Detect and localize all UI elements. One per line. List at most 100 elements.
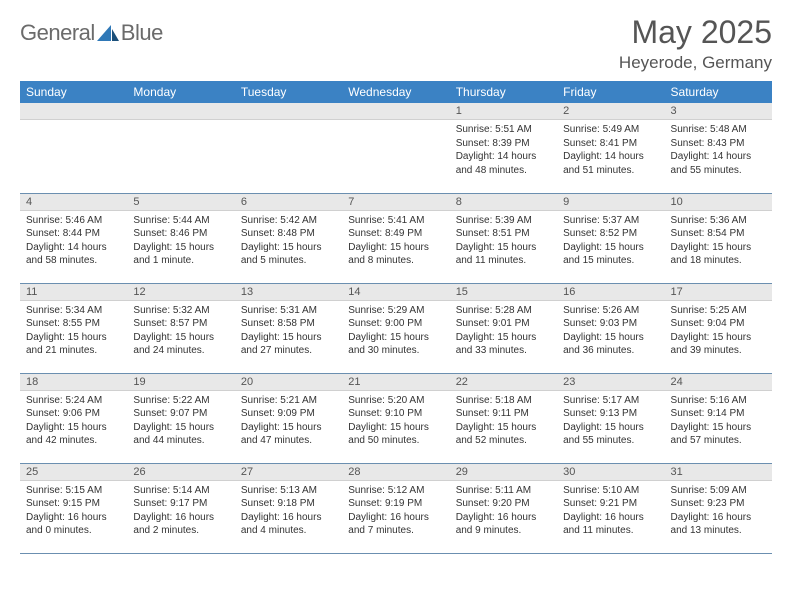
calendar-cell: 4Sunrise: 5:46 AMSunset: 8:44 PMDaylight… (20, 193, 127, 283)
day-number (127, 103, 234, 120)
calendar-cell: 28Sunrise: 5:12 AMSunset: 9:19 PMDayligh… (342, 463, 449, 553)
day-number (20, 103, 127, 120)
sunset-text: Sunset: 8:48 PM (241, 227, 336, 241)
daylight-text: Daylight: 16 hours and 0 minutes. (26, 511, 121, 538)
calendar-cell: 9Sunrise: 5:37 AMSunset: 8:52 PMDaylight… (557, 193, 664, 283)
day-number: 4 (20, 194, 127, 211)
sunrise-text: Sunrise: 5:16 AM (671, 394, 766, 408)
daylight-text: Daylight: 15 hours and 11 minutes. (456, 241, 551, 268)
calendar-cell: 20Sunrise: 5:21 AMSunset: 9:09 PMDayligh… (235, 373, 342, 463)
day-details: Sunrise: 5:17 AMSunset: 9:13 PMDaylight:… (557, 391, 664, 452)
day-details: Sunrise: 5:44 AMSunset: 8:46 PMDaylight:… (127, 211, 234, 272)
sunrise-text: Sunrise: 5:18 AM (456, 394, 551, 408)
sunset-text: Sunset: 9:20 PM (456, 497, 551, 511)
brand-word2: Blue (121, 20, 163, 46)
daylight-text: Daylight: 15 hours and 36 minutes. (563, 331, 658, 358)
day-details: Sunrise: 5:11 AMSunset: 9:20 PMDaylight:… (450, 481, 557, 542)
sunset-text: Sunset: 9:04 PM (671, 317, 766, 331)
sunrise-text: Sunrise: 5:25 AM (671, 304, 766, 318)
sunset-text: Sunset: 8:55 PM (26, 317, 121, 331)
day-details: Sunrise: 5:12 AMSunset: 9:19 PMDaylight:… (342, 481, 449, 542)
calendar-cell: 29Sunrise: 5:11 AMSunset: 9:20 PMDayligh… (450, 463, 557, 553)
calendar-cell: 23Sunrise: 5:17 AMSunset: 9:13 PMDayligh… (557, 373, 664, 463)
sunrise-text: Sunrise: 5:36 AM (671, 214, 766, 228)
sunrise-text: Sunrise: 5:09 AM (671, 484, 766, 498)
day-number: 14 (342, 284, 449, 301)
day-number: 24 (665, 374, 772, 391)
day-details: Sunrise: 5:16 AMSunset: 9:14 PMDaylight:… (665, 391, 772, 452)
daylight-text: Daylight: 16 hours and 9 minutes. (456, 511, 551, 538)
calendar-cell: 13Sunrise: 5:31 AMSunset: 8:58 PMDayligh… (235, 283, 342, 373)
day-number: 18 (20, 374, 127, 391)
calendar-cell: 10Sunrise: 5:36 AMSunset: 8:54 PMDayligh… (665, 193, 772, 283)
sunset-text: Sunset: 8:52 PM (563, 227, 658, 241)
calendar-cell: 6Sunrise: 5:42 AMSunset: 8:48 PMDaylight… (235, 193, 342, 283)
calendar-cell: 31Sunrise: 5:09 AMSunset: 9:23 PMDayligh… (665, 463, 772, 553)
month-title: May 2025 (619, 14, 772, 51)
sunrise-text: Sunrise: 5:13 AM (241, 484, 336, 498)
calendar-row: 1Sunrise: 5:51 AMSunset: 8:39 PMDaylight… (20, 103, 772, 193)
sunset-text: Sunset: 9:18 PM (241, 497, 336, 511)
calendar-cell: 17Sunrise: 5:25 AMSunset: 9:04 PMDayligh… (665, 283, 772, 373)
daylight-text: Daylight: 15 hours and 18 minutes. (671, 241, 766, 268)
calendar-cell (235, 103, 342, 193)
calendar-cell: 19Sunrise: 5:22 AMSunset: 9:07 PMDayligh… (127, 373, 234, 463)
day-details: Sunrise: 5:41 AMSunset: 8:49 PMDaylight:… (342, 211, 449, 272)
sunrise-text: Sunrise: 5:48 AM (671, 123, 766, 137)
calendar-cell: 3Sunrise: 5:48 AMSunset: 8:43 PMDaylight… (665, 103, 772, 193)
calendar-cell: 27Sunrise: 5:13 AMSunset: 9:18 PMDayligh… (235, 463, 342, 553)
daylight-text: Daylight: 14 hours and 48 minutes. (456, 150, 551, 177)
day-details: Sunrise: 5:31 AMSunset: 8:58 PMDaylight:… (235, 301, 342, 362)
page-header: General Blue May 2025 Heyerode, Germany (20, 14, 772, 73)
sunset-text: Sunset: 9:19 PM (348, 497, 443, 511)
daylight-text: Daylight: 14 hours and 51 minutes. (563, 150, 658, 177)
calendar-cell: 12Sunrise: 5:32 AMSunset: 8:57 PMDayligh… (127, 283, 234, 373)
sunrise-text: Sunrise: 5:21 AM (241, 394, 336, 408)
calendar-cell: 8Sunrise: 5:39 AMSunset: 8:51 PMDaylight… (450, 193, 557, 283)
sunset-text: Sunset: 9:11 PM (456, 407, 551, 421)
daylight-text: Daylight: 15 hours and 52 minutes. (456, 421, 551, 448)
brand-word1: General (20, 20, 95, 46)
day-number: 9 (557, 194, 664, 211)
day-number: 5 (127, 194, 234, 211)
calendar-cell: 2Sunrise: 5:49 AMSunset: 8:41 PMDaylight… (557, 103, 664, 193)
sunset-text: Sunset: 8:54 PM (671, 227, 766, 241)
sunrise-text: Sunrise: 5:37 AM (563, 214, 658, 228)
day-number: 26 (127, 464, 234, 481)
sunrise-text: Sunrise: 5:12 AM (348, 484, 443, 498)
day-details: Sunrise: 5:21 AMSunset: 9:09 PMDaylight:… (235, 391, 342, 452)
daylight-text: Daylight: 15 hours and 1 minute. (133, 241, 228, 268)
day-header: Monday (127, 81, 234, 103)
calendar-cell: 1Sunrise: 5:51 AMSunset: 8:39 PMDaylight… (450, 103, 557, 193)
day-details: Sunrise: 5:28 AMSunset: 9:01 PMDaylight:… (450, 301, 557, 362)
day-details: Sunrise: 5:10 AMSunset: 9:21 PMDaylight:… (557, 481, 664, 542)
sunset-text: Sunset: 9:10 PM (348, 407, 443, 421)
day-number: 12 (127, 284, 234, 301)
day-number: 27 (235, 464, 342, 481)
day-number: 3 (665, 103, 772, 120)
sunset-text: Sunset: 9:03 PM (563, 317, 658, 331)
daylight-text: Daylight: 16 hours and 2 minutes. (133, 511, 228, 538)
calendar-cell: 25Sunrise: 5:15 AMSunset: 9:15 PMDayligh… (20, 463, 127, 553)
day-number: 6 (235, 194, 342, 211)
day-number: 28 (342, 464, 449, 481)
daylight-text: Daylight: 15 hours and 30 minutes. (348, 331, 443, 358)
day-number (342, 103, 449, 120)
day-details: Sunrise: 5:32 AMSunset: 8:57 PMDaylight:… (127, 301, 234, 362)
sunrise-text: Sunrise: 5:32 AM (133, 304, 228, 318)
sunset-text: Sunset: 8:39 PM (456, 137, 551, 151)
daylight-text: Daylight: 15 hours and 55 minutes. (563, 421, 658, 448)
calendar-table: Sunday Monday Tuesday Wednesday Thursday… (20, 81, 772, 554)
calendar-cell: 22Sunrise: 5:18 AMSunset: 9:11 PMDayligh… (450, 373, 557, 463)
sunrise-text: Sunrise: 5:41 AM (348, 214, 443, 228)
calendar-cell: 11Sunrise: 5:34 AMSunset: 8:55 PMDayligh… (20, 283, 127, 373)
daylight-text: Daylight: 15 hours and 21 minutes. (26, 331, 121, 358)
day-number: 19 (127, 374, 234, 391)
calendar-cell: 14Sunrise: 5:29 AMSunset: 9:00 PMDayligh… (342, 283, 449, 373)
location-label: Heyerode, Germany (619, 53, 772, 73)
sunrise-text: Sunrise: 5:49 AM (563, 123, 658, 137)
daylight-text: Daylight: 14 hours and 55 minutes. (671, 150, 766, 177)
daylight-text: Daylight: 15 hours and 39 minutes. (671, 331, 766, 358)
sunrise-text: Sunrise: 5:15 AM (26, 484, 121, 498)
sunset-text: Sunset: 9:00 PM (348, 317, 443, 331)
